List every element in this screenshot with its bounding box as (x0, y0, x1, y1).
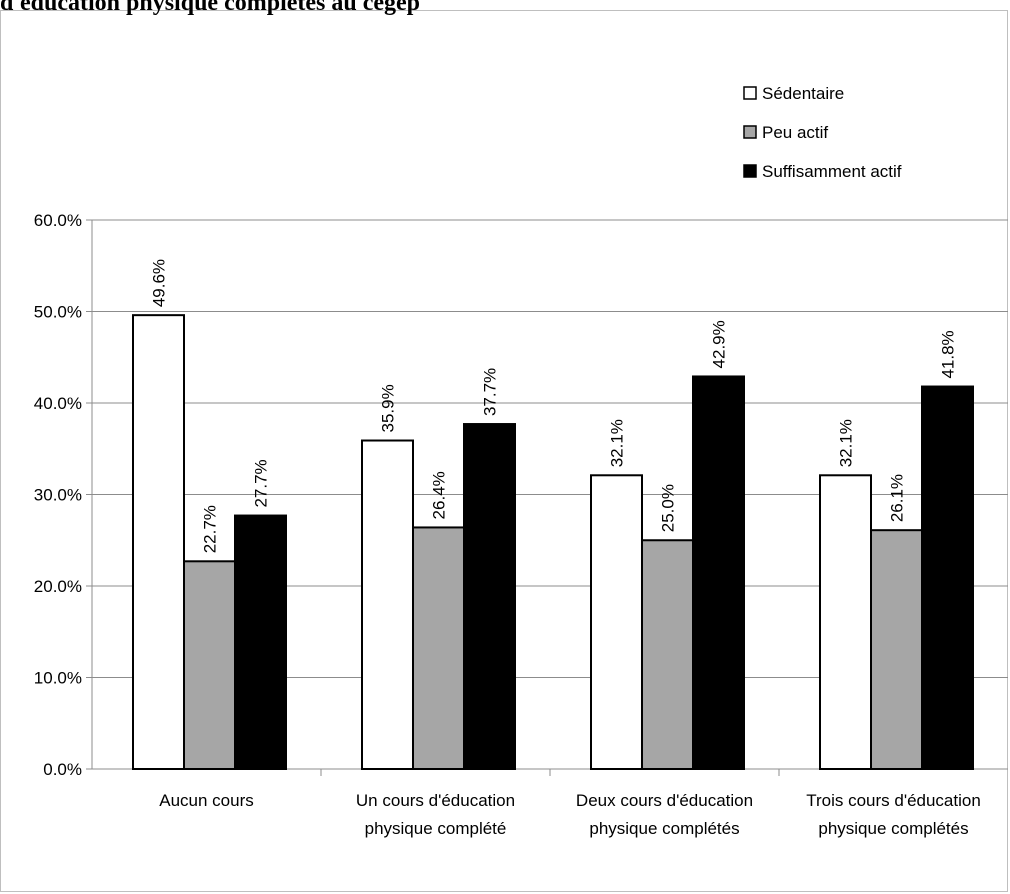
x-category-label: Trois cours d'éducation (806, 791, 981, 810)
legend-swatch (743, 86, 757, 100)
y-tick-label: 30.0% (34, 486, 82, 505)
data-label: 41.8% (939, 330, 958, 378)
chart-frame (0, 10, 1008, 892)
data-label: 26.1% (888, 474, 907, 522)
y-tick-label: 50.0% (34, 303, 82, 322)
bar (819, 474, 872, 770)
data-label: 25.0% (659, 484, 678, 532)
x-category-label: physique complétés (818, 819, 968, 838)
x-category-label: physique complétés (589, 819, 739, 838)
data-label: 27.7% (252, 459, 271, 507)
y-tick-label: 20.0% (34, 577, 82, 596)
bar (641, 539, 694, 770)
y-tick-label: 0.0% (43, 760, 82, 779)
bar (183, 560, 236, 770)
bar (692, 375, 745, 770)
x-category-label: Deux cours d'éducation (576, 791, 753, 810)
legend-label: Sédentaire (762, 84, 844, 103)
legend-label: Suffisamment actif (762, 162, 902, 181)
bar (590, 474, 643, 770)
data-label: 32.1% (608, 419, 627, 467)
bar (412, 526, 465, 770)
data-label: 26.4% (430, 471, 449, 519)
data-label: 37.7% (481, 368, 500, 416)
data-label: 49.6% (150, 259, 169, 307)
legend-label: Peu actif (762, 123, 828, 142)
y-tick-label: 60.0% (34, 211, 82, 230)
x-category-label: physique complété (365, 819, 507, 838)
data-label: 35.9% (379, 384, 398, 432)
y-tick-label: 10.0% (34, 669, 82, 688)
legend: Sédentaire Peu actif Suffisamment actif (743, 84, 902, 181)
bar (921, 385, 974, 770)
bar (463, 423, 516, 770)
legend-swatch (743, 125, 757, 139)
bars (132, 314, 974, 770)
data-label: 22.7% (201, 505, 220, 553)
x-category-label: Un cours d'éducation (356, 791, 515, 810)
bar (234, 514, 287, 770)
bar (870, 529, 923, 770)
bar (361, 439, 414, 770)
data-label: 32.1% (837, 419, 856, 467)
bar (132, 314, 185, 770)
data-labels: 49.6% 22.7% 27.7% 35.9% 26.4% 37.7% 32.1% 25.0%… (150, 259, 958, 553)
legend-swatch (743, 164, 757, 178)
data-label: 42.9% (710, 320, 729, 368)
chart-title: d'éducation physique complétés au cégep (0, 0, 421, 16)
x-category-label: Aucun cours (159, 791, 254, 810)
y-tick-label: 40.0% (34, 394, 82, 413)
